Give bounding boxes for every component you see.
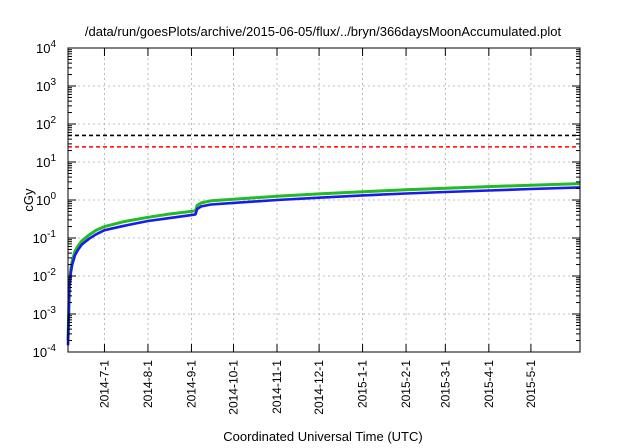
x-axis-label: Coordinated Universal Time (UTC): [223, 429, 422, 444]
y-tick-label: 10-1: [33, 229, 57, 246]
x-tick-labels: 2014-7-1 2014-8-1 2014-9-1 2014-10-1 2014-11…: [97, 360, 537, 415]
y-tick-label: 103: [36, 77, 56, 94]
x-tick-label: 2014-8-1: [141, 360, 155, 408]
x-tick-label: 2014-9-1: [184, 360, 198, 408]
series-line: [66, 182, 581, 341]
x-tick-label: 2015-5-1: [524, 360, 538, 408]
grid-lines: [68, 48, 580, 352]
y-tick-label: 102: [36, 115, 56, 132]
y-tick-label: 10-4: [33, 343, 57, 360]
y-axis-label: cGy: [21, 188, 36, 212]
chart-title: /data/run/goesPlots/archive/2015-06-05/f…: [85, 24, 562, 39]
y-tick-labels: 10-4 10-3 10-2 10-1 100 101 102 103 104: [33, 39, 57, 360]
threshold-lines: [68, 134, 580, 148]
x-tick-label: 2014-12-1: [312, 360, 326, 415]
y-tick-label: 104: [36, 39, 56, 56]
series-layer: [66, 182, 581, 346]
series-line: [66, 186, 581, 346]
x-tick-label: 2015-4-1: [482, 360, 496, 408]
x-tick-label: 2014-10-1: [227, 360, 241, 415]
x-tick-label: 2015-3-1: [438, 360, 452, 408]
y-tick-label: 10-2: [33, 267, 57, 284]
ticks: [68, 47, 580, 353]
x-tick-label: 2014-7-1: [97, 360, 111, 408]
y-tick-label: 101: [36, 153, 56, 170]
x-tick-label: 2015-1-1: [356, 360, 370, 408]
x-tick-label: 2014-11-1: [270, 360, 284, 414]
x-tick-label: 2015-2-1: [399, 360, 413, 408]
y-tick-label: 100: [36, 191, 56, 208]
y-tick-label: 10-3: [33, 305, 57, 322]
